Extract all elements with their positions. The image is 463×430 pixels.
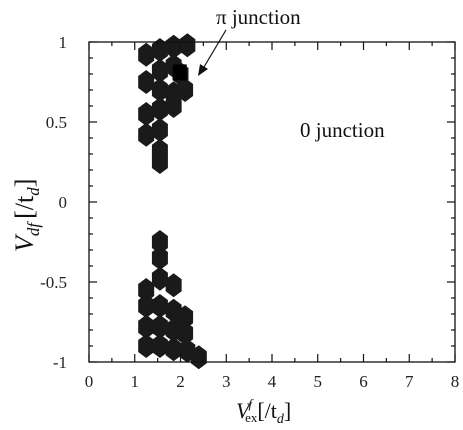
region-cell [151, 118, 168, 142]
region-cell [138, 278, 155, 302]
region-cell [138, 42, 155, 67]
region-cells [138, 33, 207, 370]
region-cell [138, 314, 155, 339]
region-cell [151, 334, 168, 358]
x-axis-title: Vf ex[/td] [236, 396, 291, 427]
region-cell [151, 246, 168, 270]
y-tick-label: 1 [59, 33, 68, 52]
x-tick-label: 3 [222, 372, 231, 391]
y-tick-label: 0 [59, 193, 68, 212]
y-axis-title: Vdf[/td] [10, 179, 43, 252]
region-cell [177, 305, 194, 330]
region-cell [165, 337, 182, 362]
region-cell [151, 314, 168, 339]
region-cell [190, 345, 207, 370]
region-cell [177, 78, 194, 102]
region-cell [151, 230, 168, 254]
axis-tick-labels: 0 1 2 3 4 5 6 7 8 1 0.5 0 -0.5 -1 [40, 33, 459, 391]
region-cell [151, 97, 168, 122]
x-tick-label: 6 [359, 372, 368, 391]
annotation-arrow [200, 29, 227, 73]
y-tick-label: -0.5 [40, 273, 67, 292]
region-cell [151, 38, 168, 62]
axis-ticks [88, 41, 456, 363]
region-cell [179, 33, 196, 58]
annotation-zero-junction: 0 junction [300, 118, 385, 142]
x-tick-label: 7 [405, 372, 414, 391]
region-cell [151, 150, 168, 174]
annotation-arrowhead [198, 64, 208, 76]
x-tick-label: 8 [451, 372, 460, 391]
region-cell [138, 294, 155, 318]
y-tick-label: -1 [53, 353, 67, 372]
x-tick-label: 2 [176, 372, 185, 391]
region-cell [172, 64, 187, 81]
region-cell [138, 334, 155, 358]
region-cell [151, 58, 168, 83]
x-tick-label: 4 [268, 372, 277, 391]
region-cell [138, 70, 155, 94]
region-cell [138, 102, 155, 126]
region-cell [151, 78, 168, 102]
y-tick-label: 0.5 [46, 113, 67, 132]
x-tick-label: 0 [85, 372, 94, 391]
region-cell [151, 266, 168, 291]
region-cell [138, 122, 155, 147]
x-tick-label: 5 [314, 372, 323, 391]
annotation-pi-junction: π junction [216, 5, 301, 29]
region-cell [165, 34, 182, 59]
region-cell [151, 294, 168, 318]
region-cell [165, 94, 182, 118]
region-cell [177, 321, 194, 346]
x-tick-label: 1 [131, 372, 140, 391]
region-cell [165, 273, 182, 298]
